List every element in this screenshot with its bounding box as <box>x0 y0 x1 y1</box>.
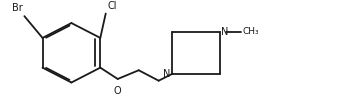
Text: Cl: Cl <box>107 1 117 11</box>
Text: CH₃: CH₃ <box>242 27 259 36</box>
Text: N: N <box>163 69 171 79</box>
Text: N: N <box>221 27 229 37</box>
Text: O: O <box>114 86 122 96</box>
Text: Br: Br <box>12 3 23 13</box>
